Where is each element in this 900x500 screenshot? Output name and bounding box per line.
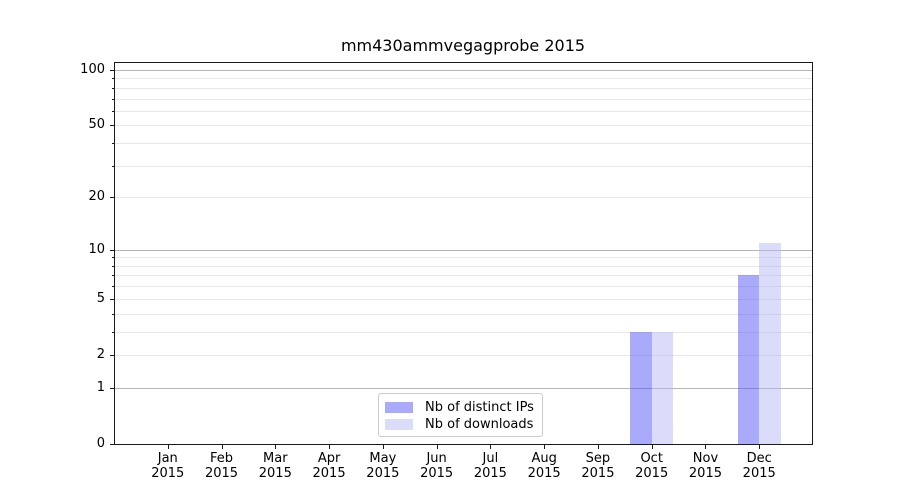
- x-tick-label: Mar 2015: [245, 451, 305, 481]
- y-tick-label: 100: [80, 62, 105, 77]
- y-minor-tick-mark: [111, 143, 114, 144]
- y-tick-mark: [110, 299, 114, 300]
- legend-label-distinct-ips: Nb of distinct IPs: [425, 400, 534, 415]
- gridline-y-3: [115, 331, 812, 333]
- bar-distinct-ips-dec: [737, 275, 760, 444]
- legend-label-downloads: Nb of downloads: [425, 417, 534, 432]
- chart-title: mm430ammvegagprobe 2015: [340, 36, 586, 55]
- gridline-y-50: [115, 125, 812, 127]
- y-tick-mark: [110, 197, 114, 198]
- gridline-y-2: [115, 354, 812, 356]
- y-minor-tick-mark: [111, 111, 114, 112]
- y-tick-mark: [110, 355, 114, 356]
- x-tick-year-label: 2015: [204, 466, 239, 481]
- y-minor-tick-mark: [111, 88, 114, 89]
- y-tick-mark: [110, 70, 114, 71]
- x-tick-mark: [597, 445, 599, 449]
- x-tick-year-label: 2015: [151, 466, 185, 481]
- x-tick-mark: [544, 445, 546, 449]
- bar-downloads-dec: [759, 242, 781, 444]
- y-tick-label: 50: [88, 117, 105, 133]
- x-tick-mark: [221, 445, 223, 449]
- gridline-y-4: [115, 313, 812, 315]
- gridline-y-90: [115, 78, 812, 80]
- gridline-y-10: [115, 249, 812, 251]
- gridline-y-30: [115, 165, 812, 167]
- y-minor-tick-mark: [111, 275, 114, 276]
- x-tick-mark: [275, 445, 277, 449]
- y-tick-label: 10: [88, 241, 105, 257]
- x-tick-label: Apr 2015: [299, 451, 359, 481]
- gridline-y-5: [115, 298, 812, 300]
- gridline-y-1: [115, 387, 812, 389]
- y-tick-mark: [110, 250, 114, 251]
- gridline-y-80: [115, 87, 812, 89]
- x-tick-label: Jan 2015: [138, 451, 198, 481]
- x-tick-year-label: 2015: [635, 466, 669, 481]
- x-tick-year-label: 2015: [742, 466, 776, 481]
- y-minor-tick-mark: [111, 99, 114, 100]
- x-tick-mark: [167, 445, 169, 449]
- x-tick-mark: [329, 445, 331, 449]
- gridline-y-20: [115, 197, 812, 199]
- gridline-y-6: [115, 286, 812, 288]
- gridline-y-40: [115, 143, 812, 145]
- plot-area: [114, 62, 813, 445]
- legend-swatch-downloads-icon: [385, 419, 413, 430]
- x-tick-label: Nov 2015: [675, 451, 735, 481]
- legend: Nb of distinct IPs Nb of downloads: [378, 393, 543, 437]
- y-tick-label: 5: [96, 290, 105, 306]
- legend-entry-downloads: Nb of downloads: [379, 416, 542, 433]
- x-tick-label: Jul 2015: [460, 451, 520, 481]
- x-tick-year-label: 2015: [688, 466, 722, 481]
- y-minor-tick-mark: [111, 266, 114, 267]
- x-tick-label: Oct 2015: [622, 451, 682, 481]
- y-tick-label: 20: [88, 189, 105, 205]
- gridline-y-60: [115, 110, 812, 112]
- y-tick-label: 1: [96, 379, 105, 395]
- y-minor-tick-mark: [111, 286, 114, 287]
- y-tick-label: 0: [96, 436, 105, 451]
- x-tick-label: Feb 2015: [192, 451, 252, 481]
- x-tick-year-label: 2015: [527, 466, 561, 481]
- x-tick-mark: [759, 445, 761, 449]
- x-tick-year-label: 2015: [312, 466, 346, 481]
- y-tick-mark: [110, 388, 114, 389]
- x-tick-year-label: 2015: [258, 466, 292, 481]
- bar-downloads-oct: [651, 331, 674, 444]
- bar-distinct-ips-oct: [630, 331, 652, 444]
- legend-entry-distinct-ips: Nb of distinct IPs: [379, 399, 542, 416]
- gridline-y-8: [115, 265, 812, 267]
- y-tick-label: 2: [96, 346, 105, 362]
- gridline-y-7: [115, 275, 812, 277]
- y-minor-tick-mark: [111, 314, 114, 315]
- gridline-y-100: [115, 70, 812, 71]
- gridline-y-9: [115, 257, 812, 259]
- x-tick-label: Aug 2015: [514, 451, 574, 481]
- gridline-y-70: [115, 98, 812, 100]
- y-minor-tick-mark: [111, 78, 114, 79]
- x-tick-mark: [705, 445, 707, 449]
- y-minor-tick-mark: [111, 257, 114, 258]
- y-minor-tick-mark: [111, 332, 114, 333]
- y-minor-tick-mark: [111, 166, 114, 167]
- legend-swatch-distinct-ips-icon: [385, 402, 413, 413]
- x-tick-label: Sep 2015: [568, 451, 628, 481]
- x-tick-mark: [382, 445, 384, 449]
- x-tick-label: Dec 2015: [729, 451, 789, 481]
- x-tick-mark: [436, 445, 438, 449]
- y-tick-mark: [110, 444, 114, 445]
- x-tick-year-label: 2015: [473, 466, 507, 481]
- x-tick-mark: [490, 445, 492, 449]
- x-tick-year-label: 2015: [366, 466, 400, 481]
- x-tick-label: Jun 2015: [407, 451, 467, 481]
- y-tick-mark: [110, 125, 114, 126]
- x-tick-year-label: 2015: [581, 466, 615, 481]
- x-tick-mark: [651, 445, 653, 449]
- x-tick-label: May 2015: [353, 451, 413, 481]
- x-tick-year-label: 2015: [420, 466, 454, 481]
